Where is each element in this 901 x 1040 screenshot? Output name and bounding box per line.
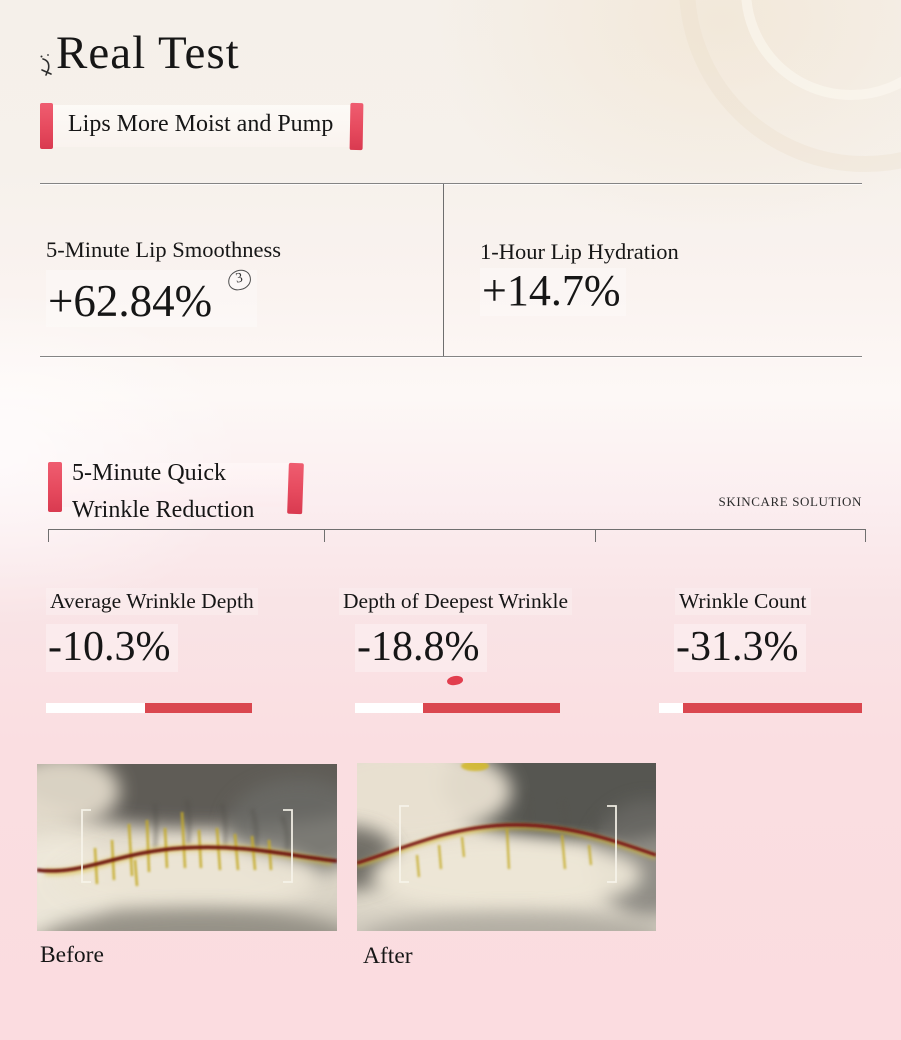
progress-bar-white-segment xyxy=(659,703,684,713)
stat-value: +62.84% 3 xyxy=(46,268,258,328)
background-arc-decoration xyxy=(741,0,901,100)
after-label: After xyxy=(363,943,413,969)
after-lip-photo xyxy=(357,763,656,931)
stat-lip-smoothness: 5-Minute Lip Smoothness +62.84% 3 xyxy=(46,237,281,328)
progress-bar xyxy=(659,703,862,713)
focus-bracket-icon xyxy=(399,805,617,883)
banner-wrinkle-reduction: 5-Minute Quick Wrinkle Reduction xyxy=(48,458,304,524)
ruler-tick xyxy=(48,530,49,542)
skincare-solution-watermark: SKINCARE SOLUTION xyxy=(718,494,862,509)
progress-bar xyxy=(355,703,560,713)
stat-label: 5-Minute Lip Smoothness xyxy=(46,237,281,262)
stat-label: Depth of Deepest Wrinkle xyxy=(339,588,573,615)
divider-line-vertical xyxy=(443,184,444,356)
stat-value: +14.7% xyxy=(480,267,627,317)
before-label: Before xyxy=(40,942,104,968)
ruler-tick xyxy=(323,530,325,542)
progress-bar-red-segment xyxy=(683,703,862,713)
footnote-marker: 3 xyxy=(226,268,253,292)
progress-bar-red-segment xyxy=(144,703,252,713)
banner-lips-text: Lips More Moist and Pump xyxy=(68,111,334,137)
stat-value: -31.3% xyxy=(674,624,807,672)
stat-label: Wrinkle Count xyxy=(675,588,811,615)
banner-accent-bar-right xyxy=(349,102,364,151)
banner-strip xyxy=(52,105,352,147)
page-title: Real Test xyxy=(56,27,240,79)
stat-wrinkle-count: Wrinkle Count -31.3% xyxy=(659,588,862,713)
banner-strip xyxy=(60,463,292,507)
section-ruler xyxy=(48,529,866,543)
stat-deepest-wrinkle-depth: Depth of Deepest Wrinkle -18.8% xyxy=(339,588,573,713)
before-lip-photo xyxy=(37,764,337,931)
banner-lips-moist: Lips More Moist and Pump xyxy=(40,102,364,151)
banner-accent-bar-right xyxy=(287,462,304,515)
stat-average-wrinkle-depth: Average Wrinkle Depth -10.3% xyxy=(46,588,258,713)
stat-lip-hydration: 1-Hour Lip Hydration +14.7% xyxy=(480,239,679,317)
banner-wrinkle-text-line2: Wrinkle Reduction xyxy=(72,497,255,523)
ruler-tick xyxy=(595,530,597,542)
divider-line-top xyxy=(40,183,862,184)
red-dot-decoration xyxy=(446,674,464,687)
stat-label: 1-Hour Lip Hydration xyxy=(480,239,679,264)
focus-bracket-icon xyxy=(81,809,293,883)
banner-wrinkle-text-line1: 5-Minute Quick xyxy=(72,460,226,486)
stat-label: Average Wrinkle Depth xyxy=(46,588,258,615)
banner-accent-bar-left xyxy=(40,103,53,149)
progress-bar-white-segment xyxy=(46,703,145,713)
progress-bar xyxy=(46,703,252,713)
banner-accent-bar-left xyxy=(48,462,62,512)
background-arc-decoration xyxy=(679,0,901,172)
pen-scribble-icon xyxy=(38,52,58,85)
progress-bar-red-segment xyxy=(422,703,560,713)
divider-line-bottom xyxy=(40,356,862,357)
stat-value: -18.8% xyxy=(355,624,488,672)
ruler-tick xyxy=(865,530,866,542)
stat-value: -10.3% xyxy=(46,624,179,672)
progress-bar-white-segment xyxy=(355,703,423,713)
